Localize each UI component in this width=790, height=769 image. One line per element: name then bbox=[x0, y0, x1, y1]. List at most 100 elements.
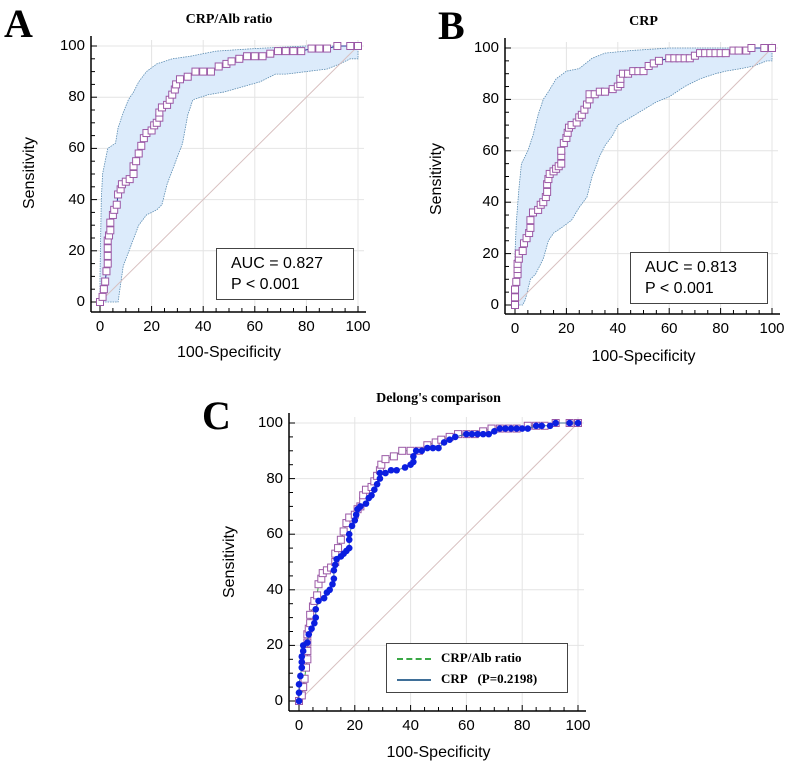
panel-a-crp-alb-ratio-point bbox=[281, 47, 290, 56]
panel-a-crp-alb-ratio-point bbox=[106, 218, 115, 227]
panel-a-crp-alb-ratio-point bbox=[323, 44, 332, 53]
panel-a-crp-alb-ratio-point bbox=[106, 226, 115, 235]
panel-b-crp-point bbox=[768, 44, 776, 52]
panel-c-crp-point bbox=[329, 580, 336, 588]
panel-c-x-tick-label: 0 bbox=[294, 717, 304, 734]
panel-b-xlabel: 100-Specificity bbox=[591, 348, 696, 365]
panel-a-crp-alb-ratio-point bbox=[132, 157, 141, 166]
panel-a-crp-alb-ratio-point bbox=[354, 42, 362, 50]
panel-a-xlabel: 100-Specificity bbox=[176, 344, 282, 361]
panel-a-y-tick-label: 40 bbox=[68, 190, 85, 208]
panel-b-x-tick-label: 40 bbox=[609, 320, 627, 337]
panel-a-crp-alb-ratio-point bbox=[206, 67, 215, 76]
panel-c-crp-point bbox=[393, 466, 400, 474]
panel-c-crp-point bbox=[496, 425, 504, 432]
panel-c-crp-point bbox=[295, 681, 303, 688]
panel-c-crp-point bbox=[352, 511, 360, 519]
panel-b-crp-point bbox=[543, 187, 552, 196]
panel-b-x-tick-label: 0 bbox=[510, 320, 520, 337]
panel-b-crp-point bbox=[526, 223, 535, 232]
panel-b-crp-point bbox=[734, 46, 743, 55]
panel-c-y-tick-label: 20 bbox=[266, 636, 283, 654]
panel-b-y-tick-label: 40 bbox=[482, 193, 499, 211]
panel-a-y-tick-label: 0 bbox=[76, 293, 85, 310]
panel-c-crp-point bbox=[446, 436, 453, 443]
panel-a-annotation: AUC = 0.827 P < 0.001 bbox=[216, 248, 354, 300]
p-value-text: P < 0.001 bbox=[231, 276, 300, 293]
panel-c-crp-alb-ratio-point bbox=[334, 544, 343, 553]
panel-c-x-tick-label: 20 bbox=[346, 717, 364, 734]
panel-b-y-tick-label: 20 bbox=[482, 244, 499, 262]
panel-b-y-tick-label: 0 bbox=[490, 296, 499, 313]
panel-a-x-tick-label: 0 bbox=[95, 318, 105, 335]
panel-c-crp-point bbox=[387, 466, 395, 474]
panel-c-crp-point bbox=[315, 597, 322, 605]
panel-c-crp-point bbox=[376, 475, 384, 482]
panel-b-ylabel: Sensitivity bbox=[428, 142, 445, 216]
panel-b-ci-upper bbox=[514, 47, 772, 305]
panel-a-crp-alb-ratio-point bbox=[99, 285, 108, 294]
panel-c-crp-point bbox=[513, 425, 520, 432]
panel-a-crp-alb-ratio-point bbox=[103, 251, 112, 260]
panel-c-crp-point bbox=[518, 425, 526, 432]
panel-c-crp-point bbox=[299, 647, 307, 655]
panel-a-crp-alb-ratio-point bbox=[274, 47, 283, 56]
legend-p-value: (P=0.2198) bbox=[477, 671, 538, 686]
panel-c-crp-alb-ratio-point bbox=[389, 452, 398, 461]
dashed-line-swatch-icon bbox=[397, 658, 431, 661]
panel-a-crp-alb-ratio-point bbox=[235, 54, 244, 63]
p-value-text: P < 0.001 bbox=[645, 280, 714, 297]
panel-c-x-tick-label: 80 bbox=[513, 717, 531, 734]
panel-b-crp-point bbox=[526, 216, 535, 225]
panel-letter-a: A bbox=[4, 1, 33, 46]
panel-a-crp-alb-ratio-point bbox=[346, 42, 355, 50]
panel-letter-b: B bbox=[438, 3, 465, 48]
panel-c-crp-point bbox=[312, 605, 320, 613]
panel-c-crp-alb-ratio-point bbox=[377, 460, 386, 469]
panel-a-y-tick-label: 20 bbox=[68, 241, 85, 259]
panel-c-crp-point bbox=[566, 419, 573, 427]
panel-a-crp-alb-ratio-point bbox=[214, 62, 223, 71]
panel-b-crp-point bbox=[511, 301, 519, 309]
panel-a-y-tick-label: 60 bbox=[68, 139, 85, 157]
panel-b-crp-point bbox=[511, 293, 519, 302]
panel-a-crp-alb-ratio-point bbox=[129, 170, 138, 178]
panel-a-crp-alb-ratio-point bbox=[227, 57, 236, 66]
legend-label: CRP/Alb ratio bbox=[441, 650, 522, 665]
panel-b-y-tick-label: 60 bbox=[482, 141, 499, 159]
panel-a-y-tick-label: 100 bbox=[59, 37, 85, 54]
panel-a-x-tick-label: 40 bbox=[194, 318, 212, 335]
panel-c-crp-point bbox=[401, 464, 409, 471]
panel-c-x-tick-label: 60 bbox=[458, 717, 475, 734]
panel-a-crp-alb-ratio-point bbox=[134, 149, 143, 158]
panel-b-y-tick-label: 80 bbox=[482, 90, 499, 108]
panel-c-crp-point bbox=[295, 689, 303, 696]
panel-c-crp-point bbox=[295, 697, 303, 705]
panel-a-crp-alb-ratio-point bbox=[102, 267, 111, 276]
panel-a-crp-alb-ratio-point bbox=[137, 141, 146, 150]
panel-c-crp-point bbox=[435, 444, 442, 452]
panel-a-reference-diagonal bbox=[99, 45, 359, 303]
panel-a-crp-alb-ratio-point bbox=[103, 259, 112, 268]
panel-a-ci-lower bbox=[100, 46, 359, 303]
panel-c-crp-point bbox=[451, 433, 459, 441]
panel-a-crp-alb-ratio-point bbox=[333, 42, 342, 50]
panel-c-crp-point bbox=[463, 430, 470, 438]
solid-line-swatch-icon bbox=[397, 679, 431, 682]
panel-a-x-tick-label: 60 bbox=[246, 318, 264, 335]
panel-c-crp-point bbox=[474, 430, 481, 438]
panel-b-crp-point bbox=[721, 49, 730, 58]
panel-c-legend: CRP/Alb ratio CRP (P=0.2198) bbox=[386, 643, 568, 693]
panel-c-reference-diagonal bbox=[298, 422, 579, 702]
panel-c-crp-alb-ratio-point bbox=[303, 655, 312, 664]
panel-c-crp-point bbox=[326, 586, 333, 594]
panel-c-crp-alb-ratio-point bbox=[339, 527, 348, 536]
panel-c-crp-point bbox=[410, 453, 417, 460]
panel-c-crp-point bbox=[552, 419, 559, 427]
panel-c-crp-point bbox=[308, 625, 315, 633]
panel-b-y-tick-label: 100 bbox=[473, 39, 499, 56]
panel-c-crp-point bbox=[345, 544, 353, 552]
panel-c-crp-point bbox=[410, 458, 417, 466]
